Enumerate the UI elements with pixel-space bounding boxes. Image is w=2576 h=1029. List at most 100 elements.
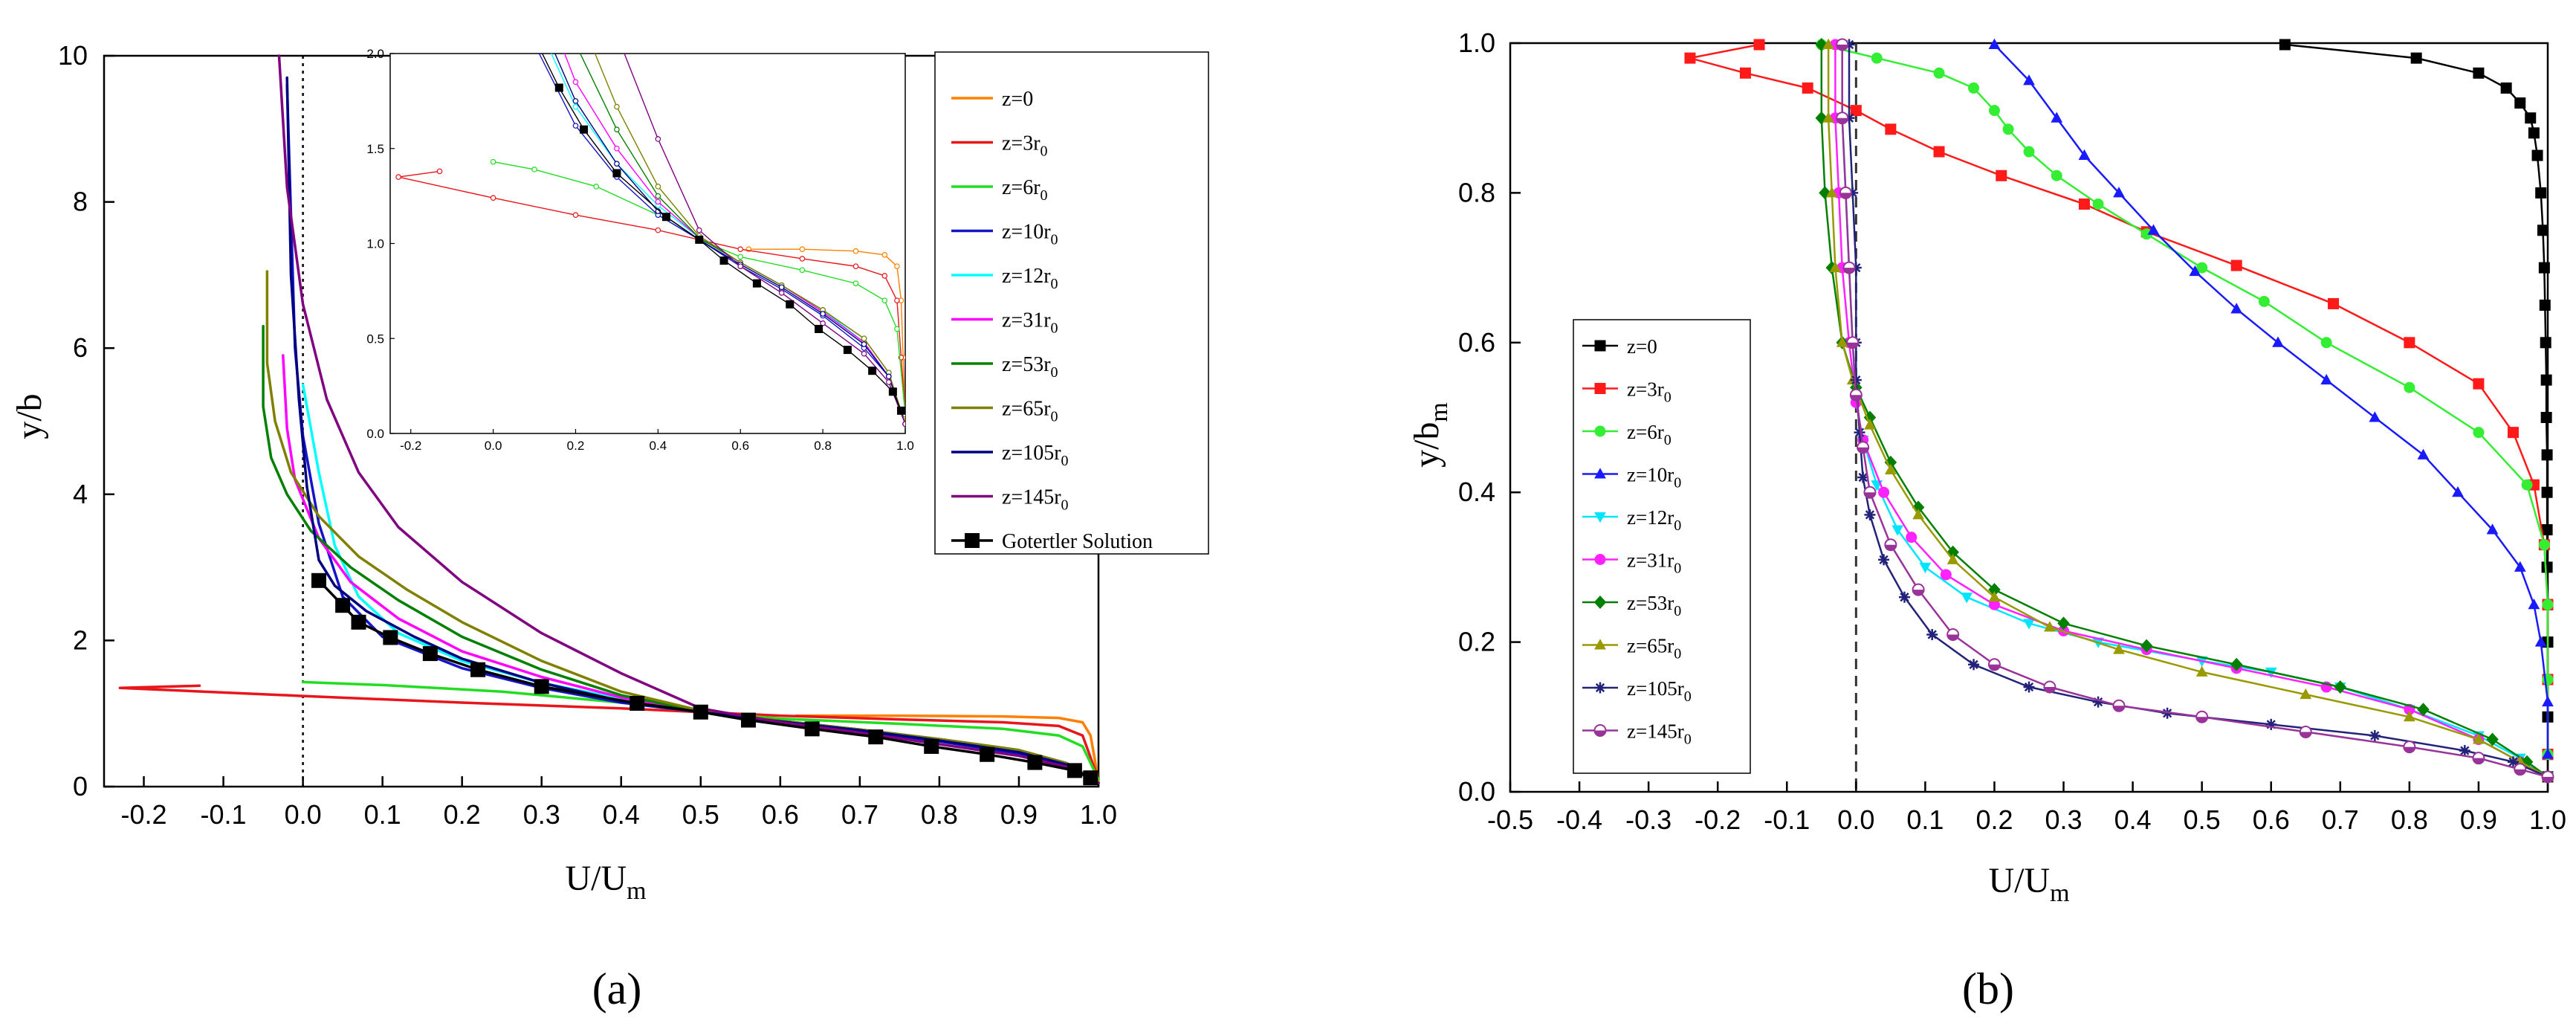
panel-b-point bbox=[2535, 187, 2547, 199]
panel-a-inset-point bbox=[894, 263, 900, 269]
panel-b-legend-label: z=0 bbox=[1627, 335, 1657, 358]
panel-a-inset-point bbox=[886, 373, 892, 380]
panel-b-point bbox=[1863, 486, 1877, 499]
panel-b-point bbox=[2410, 52, 2422, 64]
panel-b-legend-label-main: z=53r bbox=[1627, 592, 1674, 614]
panel-a-inset-point bbox=[799, 246, 806, 252]
panel-b-legend: z=0z=3r0z=6r0z=10r0z=12r0z=31r0z=53r0z=6… bbox=[1573, 319, 1751, 774]
panel-a-legend-label-main: z=105r bbox=[1002, 442, 1061, 465]
panel-a-inset-point bbox=[888, 387, 897, 396]
panel-b-point bbox=[2258, 295, 2270, 307]
panel-a-ytick-label: 6 bbox=[73, 332, 88, 363]
panel-b-point bbox=[2230, 303, 2243, 314]
panel-a-inset-point bbox=[843, 346, 852, 355]
panel-b-legend-label: z=10r0 bbox=[1627, 464, 1681, 491]
panel-b-point bbox=[1684, 52, 1696, 64]
panel-b-point bbox=[2507, 427, 2519, 439]
panel-a-series bbox=[118, 54, 1100, 786]
panel-b-point bbox=[1996, 170, 2007, 181]
panel-b-point bbox=[1926, 629, 1938, 641]
panel-a-inset-point bbox=[531, 167, 537, 172]
panel-b-point bbox=[2472, 752, 2485, 765]
panel-b-ytick-label: 1.0 bbox=[1458, 28, 1495, 58]
panel-b-legend-label: z=105r0 bbox=[1627, 677, 1692, 705]
panel-b-point bbox=[2140, 639, 2153, 653]
panel-a-legend-item: z=105r0 bbox=[951, 442, 1069, 469]
panel-b-point bbox=[2531, 149, 2543, 161]
panel-a-line-z=3r0 bbox=[118, 684, 1100, 781]
panel-b-ytick-label: 0.8 bbox=[1458, 177, 1495, 207]
panel-b-point bbox=[2195, 665, 2208, 677]
panel-b-line-z=3r0 bbox=[1689, 43, 2549, 755]
panel-b-point-fill bbox=[2542, 776, 2554, 783]
panel-a-point bbox=[980, 746, 995, 762]
panel-b-point-fill bbox=[2514, 769, 2526, 775]
panel-b-legend-item: z=53r0 bbox=[1582, 592, 1681, 619]
panel-a-legend-label-sub: 0 bbox=[1051, 409, 1058, 425]
panel-a-xtick-label: 1.0 bbox=[1080, 799, 1117, 830]
panel-b-point bbox=[2473, 378, 2485, 390]
panel-b-point bbox=[2540, 412, 2552, 423]
panel-b-point bbox=[2023, 146, 2035, 158]
panel-a-legend-label-main: z=10r bbox=[1002, 221, 1051, 244]
panel-a-inset-xtick-label: 0.4 bbox=[650, 439, 667, 453]
panel-a-point bbox=[422, 646, 438, 662]
panel-a-point bbox=[470, 662, 486, 677]
panel-b-point bbox=[1988, 105, 2000, 117]
panel-a-inset-point bbox=[655, 227, 661, 233]
panel-b-point bbox=[2113, 187, 2125, 198]
panel-b-point-fill bbox=[2044, 687, 2056, 693]
panel-a-inset-point bbox=[614, 126, 620, 133]
panel-a-inset-point bbox=[436, 168, 443, 175]
panel-b-point bbox=[1884, 538, 1897, 552]
panel-a-legend-label: z=6r0 bbox=[1002, 176, 1048, 204]
panel-a-inset-point bbox=[572, 212, 579, 218]
panel-a-point bbox=[311, 572, 327, 588]
panel-a-legend-label: z=10r0 bbox=[1002, 221, 1058, 248]
panel-b-point bbox=[2023, 74, 2035, 86]
panel-b-point bbox=[2147, 224, 2160, 235]
panel-b-point bbox=[1825, 187, 1838, 198]
panel-b-point bbox=[1885, 123, 1897, 135]
panel-b-ytick-label: 0.2 bbox=[1458, 627, 1495, 657]
panel-b-point bbox=[1857, 471, 1869, 483]
panel-a-point bbox=[383, 630, 398, 645]
panel-b-point-fill bbox=[1836, 45, 1848, 51]
panel-a-point bbox=[1027, 755, 1043, 770]
panel-a-series-Gotertler Solution bbox=[311, 572, 1098, 786]
panel-b-point bbox=[2334, 680, 2347, 694]
panel-a-xtick-label: 0.5 bbox=[682, 799, 719, 830]
panel-b-point bbox=[1802, 82, 1813, 94]
panel-b-point-fill bbox=[1847, 342, 1859, 349]
panel-a-inset-point bbox=[881, 273, 888, 279]
panel-b-point bbox=[2078, 199, 2090, 210]
panel-a-legend-label: z=65r0 bbox=[1002, 398, 1058, 425]
panel-b-point bbox=[2542, 695, 2554, 707]
panel-a-point bbox=[804, 721, 820, 737]
panel-a-inset-point bbox=[572, 98, 579, 104]
panel-b-point bbox=[1863, 410, 1877, 425]
panel-b-point-fill bbox=[1947, 634, 1959, 641]
panel-b-legend-label-sub: 0 bbox=[1674, 646, 1681, 662]
panel-a-inset-point bbox=[572, 103, 579, 110]
panel-b-point bbox=[1968, 659, 1980, 671]
panel-a-inset-point bbox=[696, 227, 702, 233]
panel-a-inset-point bbox=[902, 421, 905, 428]
panel-b-point-fill bbox=[2300, 732, 2311, 738]
panel-a-inset-line-z=0 bbox=[748, 248, 905, 425]
panel-a-inset-line-z=145r0 bbox=[624, 54, 905, 425]
panel-a-line-z=65r0 bbox=[265, 270, 1100, 784]
panel-a-inset-series-z=145r0 bbox=[624, 54, 905, 428]
panel-a-ytick-label: 4 bbox=[73, 479, 88, 509]
panel-a-axes: -0.2 -0.1 0.0 0.1 0.2 0.3 0.4 0.5 0.6 0.7 0.8 0.9 1.… bbox=[58, 40, 1117, 830]
panel-b-legend-marker bbox=[1594, 340, 1606, 352]
panel-b-xtick-label: -0.2 bbox=[1695, 804, 1741, 835]
panel-b-point bbox=[2500, 82, 2512, 94]
panel-a-legend-label-sub: 0 bbox=[1051, 276, 1058, 292]
panel-b-point bbox=[1836, 336, 1848, 347]
panel-b-point bbox=[1906, 532, 1918, 543]
panel-a-inset-frame bbox=[389, 53, 906, 434]
panel-b-point bbox=[1822, 38, 1834, 50]
panel-a-inset-point bbox=[752, 279, 761, 288]
panel-a-legend-label-sub: 0 bbox=[1051, 232, 1058, 248]
